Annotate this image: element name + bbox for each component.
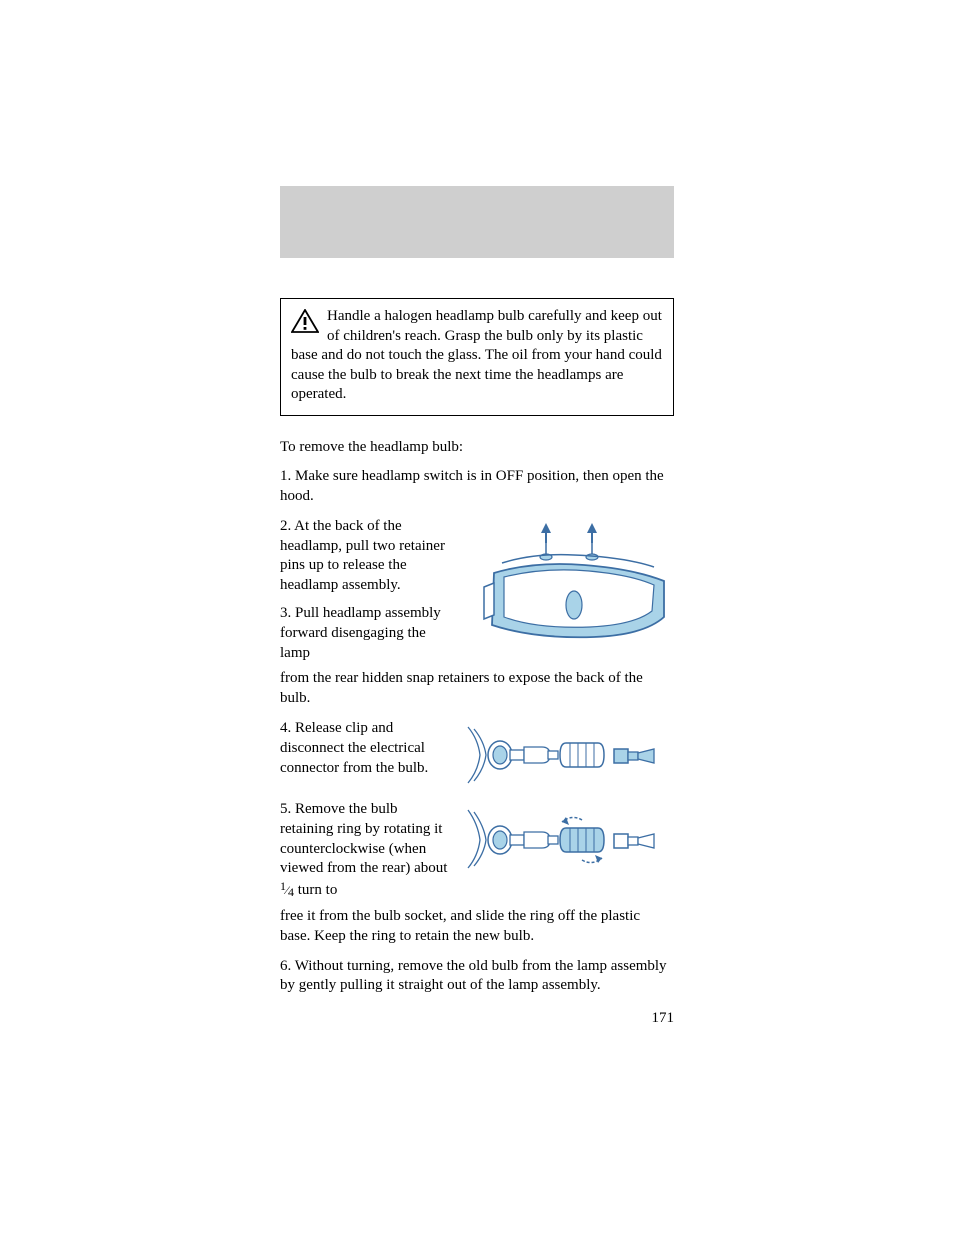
step-5-row: 5. Remove the bulb retaining ring by rot… [280, 800, 674, 901]
step-2: 2. At the back of the headlamp, pull two… [280, 517, 450, 596]
step-3b: from the rear hidden snap retainers to e… [280, 669, 674, 709]
connector-diagram [462, 719, 662, 794]
step-1: 1. Make sure headlamp switch is in OFF p… [280, 467, 674, 507]
intro-text: To remove the headlamp bulb: [280, 438, 674, 458]
warning-icon [291, 309, 319, 338]
step-2-row: 2. At the back of the headlamp, pull two… [280, 517, 674, 664]
headlamp-diagram [474, 517, 674, 652]
manual-page: Handle a halogen headlamp bulb carefully… [280, 186, 674, 1027]
page-number: 171 [280, 1010, 674, 1027]
step-5b-text: turn to [294, 882, 337, 898]
section-header-box [280, 186, 674, 258]
step-5a: 5. Remove the bulb retaining ring by rot… [280, 800, 450, 901]
step-3a: 3. Pull headlamp assembly forward diseng… [280, 604, 450, 663]
warning-callout: Handle a halogen headlamp bulb carefully… [280, 298, 674, 416]
step-4: 4. Release clip and disconnect the elect… [280, 719, 450, 778]
warning-text: Handle a halogen headlamp bulb carefully… [291, 307, 663, 405]
step-5a-text: 5. Remove the bulb retaining ring by rot… [280, 801, 447, 876]
step-4-row: 4. Release clip and disconnect the elect… [280, 719, 674, 794]
ring-diagram [462, 800, 662, 883]
step-6: 6. Without turning, remove the old bulb … [280, 957, 674, 997]
step-5c: free it from the bulb socket, and slide … [280, 907, 674, 947]
fraction-one-quarter: 1⁄4 [280, 883, 294, 897]
